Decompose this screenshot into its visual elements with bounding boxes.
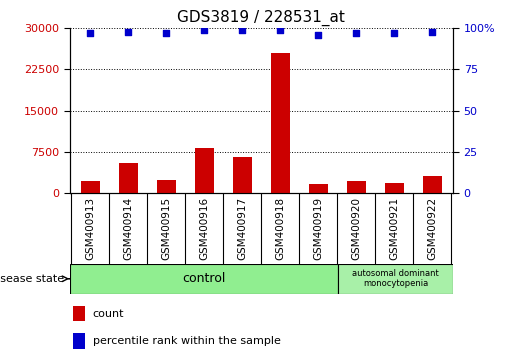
Text: GSM400921: GSM400921	[389, 197, 399, 260]
Bar	[423, 177, 442, 193]
Bar	[195, 148, 214, 193]
Bar	[81, 181, 100, 193]
Point	[200, 27, 209, 33]
Bar	[157, 180, 176, 193]
Text: autosomal dominant
monocytopenia: autosomal dominant monocytopenia	[352, 269, 439, 289]
Point	[352, 30, 360, 36]
Bar	[309, 184, 328, 193]
Bar	[73, 333, 85, 348]
Text: count: count	[93, 309, 124, 319]
Text: GSM400917: GSM400917	[237, 197, 247, 260]
Text: GSM400920: GSM400920	[351, 197, 362, 260]
Point	[428, 29, 436, 34]
Point	[276, 27, 284, 33]
Title: GDS3819 / 228531_at: GDS3819 / 228531_at	[178, 9, 345, 25]
Text: GSM400918: GSM400918	[276, 197, 285, 260]
Point	[314, 32, 322, 38]
Text: percentile rank within the sample: percentile rank within the sample	[93, 336, 281, 346]
Point	[124, 29, 132, 34]
Text: GSM400914: GSM400914	[124, 197, 133, 260]
Text: GSM400916: GSM400916	[199, 197, 210, 260]
Bar	[385, 183, 404, 193]
Bar	[271, 53, 290, 193]
Text: GSM400919: GSM400919	[313, 197, 323, 260]
Bar	[119, 163, 138, 193]
Point	[238, 27, 247, 33]
Text: GSM400913: GSM400913	[85, 197, 95, 260]
FancyBboxPatch shape	[338, 264, 453, 294]
Bar	[73, 306, 85, 321]
Text: disease state: disease state	[0, 274, 64, 284]
Text: GSM400915: GSM400915	[161, 197, 171, 260]
Text: GSM400922: GSM400922	[427, 197, 437, 260]
Point	[87, 30, 95, 36]
Text: control: control	[182, 272, 226, 285]
Bar	[233, 157, 252, 193]
Point	[162, 30, 170, 36]
Point	[390, 30, 399, 36]
Bar	[347, 181, 366, 193]
FancyBboxPatch shape	[70, 264, 338, 294]
